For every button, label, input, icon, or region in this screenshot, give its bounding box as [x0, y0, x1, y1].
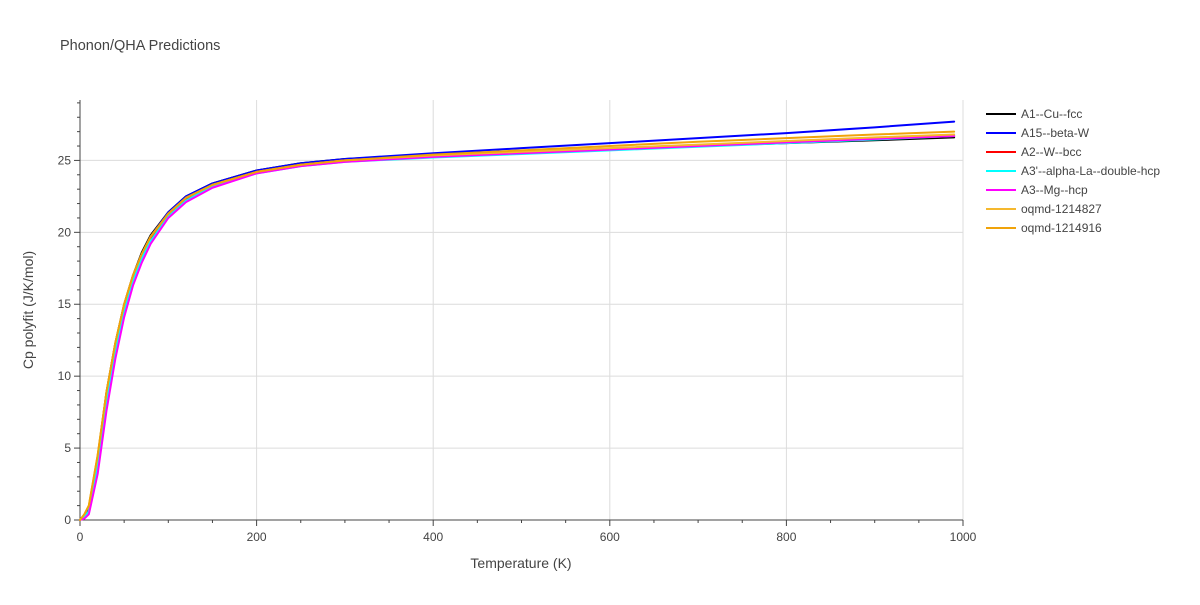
legend-label: A15--beta-W: [1021, 126, 1090, 140]
y-axis-label: Cp polyfit (J/K/mol): [20, 251, 36, 369]
legend-label: oqmd-1214827: [1021, 202, 1102, 216]
x-tick-label: 600: [600, 530, 620, 544]
legend: A1--Cu--fcc A15--beta-W A2--W--bcc A3'--alp…: [986, 107, 1160, 235]
y-tick-label: 20: [58, 225, 72, 239]
y-tick-label: 5: [64, 441, 71, 455]
x-tick-label: 400: [423, 530, 443, 544]
y-tick-label: 15: [58, 297, 72, 311]
legend-label: A2--W--bcc: [1021, 145, 1081, 159]
series-line-2: [79, 120, 956, 521]
series-line-1: [79, 136, 956, 521]
x-tick-label: 800: [776, 530, 796, 544]
series-line-6: [79, 133, 956, 521]
x-axis-label: Temperature (K): [470, 555, 571, 571]
series-line-3: [79, 134, 956, 521]
legend-label: A1--Cu--fcc: [1021, 107, 1082, 121]
y-tick-label: 25: [58, 153, 72, 167]
x-tick-label: 1000: [950, 530, 977, 544]
series-line-5: [79, 134, 956, 521]
grid: [80, 100, 964, 520]
series-line-4: [79, 134, 956, 521]
chart-title: Phonon/QHA Predictions: [60, 38, 220, 54]
y-tick-label: 10: [58, 369, 72, 383]
series-layer: [79, 120, 956, 521]
legend-label: A3'--alpha-La--double-hcp: [1021, 164, 1160, 178]
legend-label: A3--Mg--hcp: [1021, 183, 1088, 197]
legend-label: oqmd-1214916: [1021, 221, 1102, 235]
x-tick-label: 200: [247, 530, 267, 544]
x-tick-label: 0: [77, 530, 84, 544]
series-line-7: [79, 130, 956, 521]
y-tick-label: 0: [64, 513, 71, 527]
axes: 0 200 400 600 800 1000 0 5 10 15 20 25: [58, 100, 977, 544]
